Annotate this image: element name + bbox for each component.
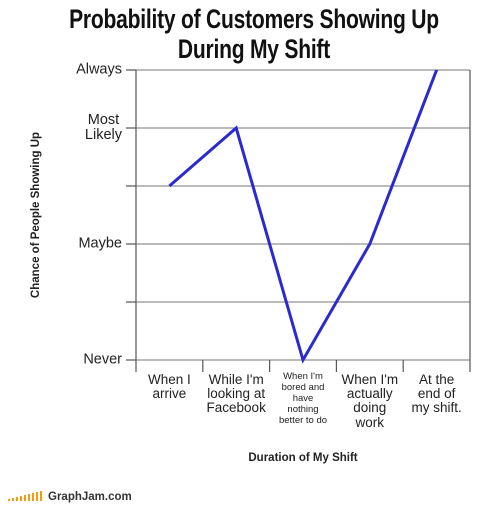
footer-logo <box>8 491 42 501</box>
x-tick-label: When I'm actually doing work <box>341 372 399 430</box>
x-tick-label: At the end of my shift. <box>411 372 462 416</box>
y-tick-label: Maybe <box>78 235 122 252</box>
y-tick-label: Never <box>83 351 122 368</box>
x-tick-label: When I'm bored and have nothing better t… <box>278 371 328 426</box>
chart-title: Probability of Customers Showing Up Duri… <box>69 4 439 65</box>
x-tick-label: While I'm looking at Facebook <box>206 372 266 416</box>
x-axis-label: Duration of My Shift <box>248 452 358 464</box>
y-tick-label: Always <box>76 61 122 78</box>
x-tick-label: When I arrive <box>148 372 191 402</box>
y-tick-label: Most Likely <box>84 111 122 143</box>
footer-brand: GraphJam.com <box>48 491 132 503</box>
data-line <box>168 69 439 364</box>
y-axis-label: Chance of People Showing Up <box>29 131 42 299</box>
